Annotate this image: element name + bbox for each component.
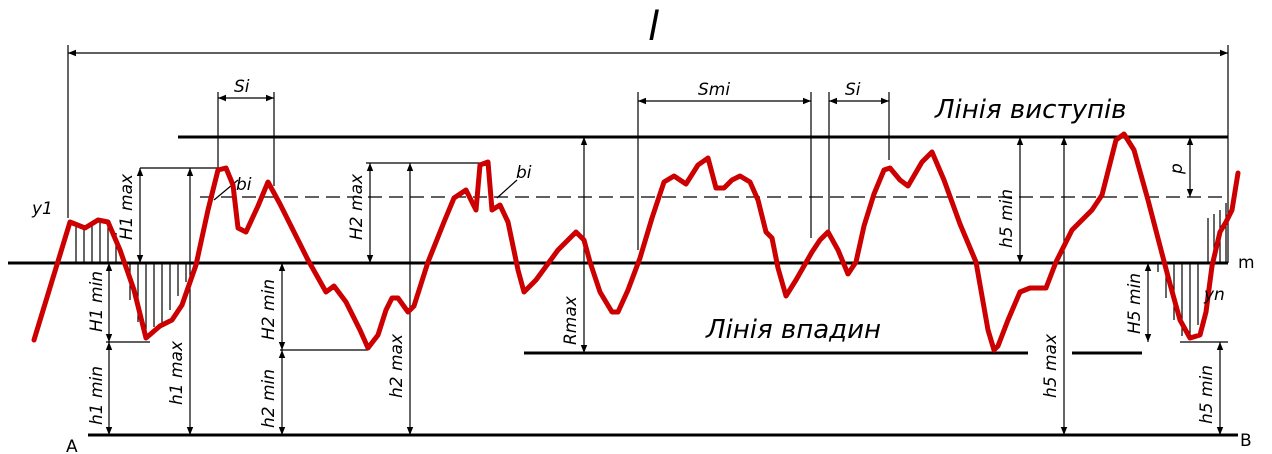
- H1min-label: H1 min: [87, 271, 107, 332]
- s-mid-label: Smi: [698, 80, 730, 100]
- point-a-label: A: [66, 437, 78, 454]
- hatch-left-valley: [129, 263, 187, 338]
- b-mid-label: bi: [516, 163, 532, 183]
- point-b-label: B: [1240, 431, 1252, 451]
- mean-line-label: m: [1238, 253, 1255, 273]
- h1min-label: h1 min: [87, 366, 107, 425]
- p-label: p: [1167, 163, 1187, 175]
- s-right-label: Si: [845, 80, 861, 100]
- yn-label: yn: [1203, 285, 1225, 305]
- h2min-label: h2 min: [259, 369, 279, 428]
- H2max-label: H2 max: [347, 173, 367, 240]
- s-left-label: Si: [234, 77, 250, 97]
- H1max-label: H1 max: [117, 173, 137, 240]
- H2min-label: H2 min: [259, 279, 279, 340]
- h2max-label: h2 max: [387, 333, 407, 398]
- y1-label: y1: [31, 199, 53, 219]
- rmax-label: Rmax: [561, 295, 581, 345]
- b-mid-leader: [496, 179, 518, 199]
- s-extension-lines: [217, 92, 890, 250]
- h5min-lower-label: h5 min: [1197, 365, 1217, 424]
- surface-profile: [31, 131, 1241, 353]
- length-label: l: [648, 4, 659, 50]
- valleys-line-label: Лінія впадин: [705, 315, 881, 345]
- hatch-right-valley: [1157, 263, 1199, 338]
- b-left-label: bi: [236, 175, 252, 195]
- peaks-line-label: Лінія виступів: [934, 95, 1127, 125]
- h1max-label: h1 max: [167, 340, 187, 405]
- h5max-label: h5 max: [1041, 333, 1061, 398]
- H5min-label: H5 min: [1125, 273, 1145, 334]
- h5min-upper-label: h5 min: [997, 189, 1017, 248]
